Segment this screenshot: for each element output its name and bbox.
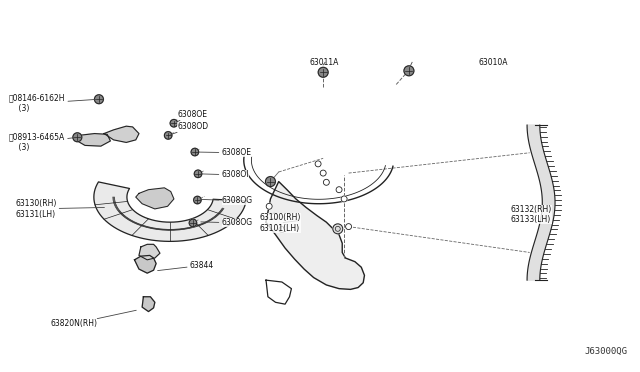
Polygon shape bbox=[142, 297, 155, 311]
Circle shape bbox=[346, 224, 351, 230]
Circle shape bbox=[336, 187, 342, 193]
Text: 63844: 63844 bbox=[157, 261, 214, 270]
Text: 63010A: 63010A bbox=[479, 58, 508, 67]
Circle shape bbox=[266, 177, 275, 186]
Polygon shape bbox=[139, 244, 160, 260]
Polygon shape bbox=[136, 188, 174, 209]
Text: 6308OG: 6308OG bbox=[201, 218, 253, 227]
Circle shape bbox=[318, 67, 328, 77]
Text: 6308OE: 6308OE bbox=[177, 110, 207, 122]
Text: 63820N(RH): 63820N(RH) bbox=[50, 310, 136, 328]
Circle shape bbox=[194, 196, 201, 204]
Circle shape bbox=[341, 196, 347, 202]
Circle shape bbox=[271, 213, 277, 219]
Polygon shape bbox=[94, 182, 246, 241]
Text: 6308OI: 6308OI bbox=[201, 170, 249, 179]
Polygon shape bbox=[76, 134, 110, 146]
Text: 6308OD: 6308OD bbox=[171, 122, 208, 135]
Text: 6308OE: 6308OE bbox=[199, 148, 252, 157]
Circle shape bbox=[170, 119, 178, 127]
Text: 6308OG: 6308OG bbox=[201, 196, 253, 205]
Circle shape bbox=[73, 133, 82, 142]
Text: ⓝ08913-6465A
    (3): ⓝ08913-6465A (3) bbox=[9, 133, 75, 152]
Circle shape bbox=[320, 170, 326, 176]
Polygon shape bbox=[527, 125, 555, 280]
Circle shape bbox=[191, 148, 198, 156]
Text: 63130(RH)
63131(LH): 63130(RH) 63131(LH) bbox=[15, 199, 104, 219]
Polygon shape bbox=[104, 126, 139, 142]
Text: J63000QG: J63000QG bbox=[585, 347, 628, 356]
Circle shape bbox=[266, 203, 272, 209]
Circle shape bbox=[279, 227, 285, 232]
Circle shape bbox=[323, 179, 330, 185]
Circle shape bbox=[164, 132, 172, 139]
Polygon shape bbox=[134, 256, 156, 273]
Circle shape bbox=[95, 95, 104, 104]
Circle shape bbox=[195, 170, 202, 177]
Circle shape bbox=[333, 224, 343, 234]
Polygon shape bbox=[266, 182, 364, 289]
Circle shape bbox=[315, 161, 321, 167]
Circle shape bbox=[404, 66, 414, 76]
Text: 63132(RH)
63133(LH): 63132(RH) 63133(LH) bbox=[511, 205, 552, 224]
Text: Ⓑ08146-6162H
    (3): Ⓑ08146-6162H (3) bbox=[9, 94, 96, 113]
Text: 63011A: 63011A bbox=[309, 58, 339, 67]
Text: 63100(RH)
63101(LH): 63100(RH) 63101(LH) bbox=[260, 213, 301, 232]
Circle shape bbox=[189, 219, 196, 227]
